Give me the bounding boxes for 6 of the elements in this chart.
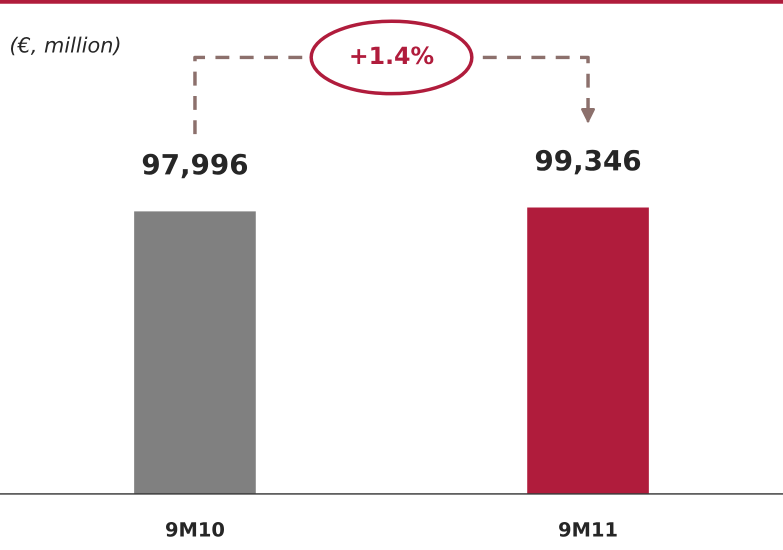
data-label: 97,996 (142, 154, 248, 178)
data-label: 99,346 (536, 150, 640, 174)
text: +1.4% (351, 46, 434, 64)
x-tick-label: 9M11 (559, 522, 617, 537)
x-tick-label: 9M10 (166, 522, 224, 537)
text: (€, million) (11, 36, 120, 56)
